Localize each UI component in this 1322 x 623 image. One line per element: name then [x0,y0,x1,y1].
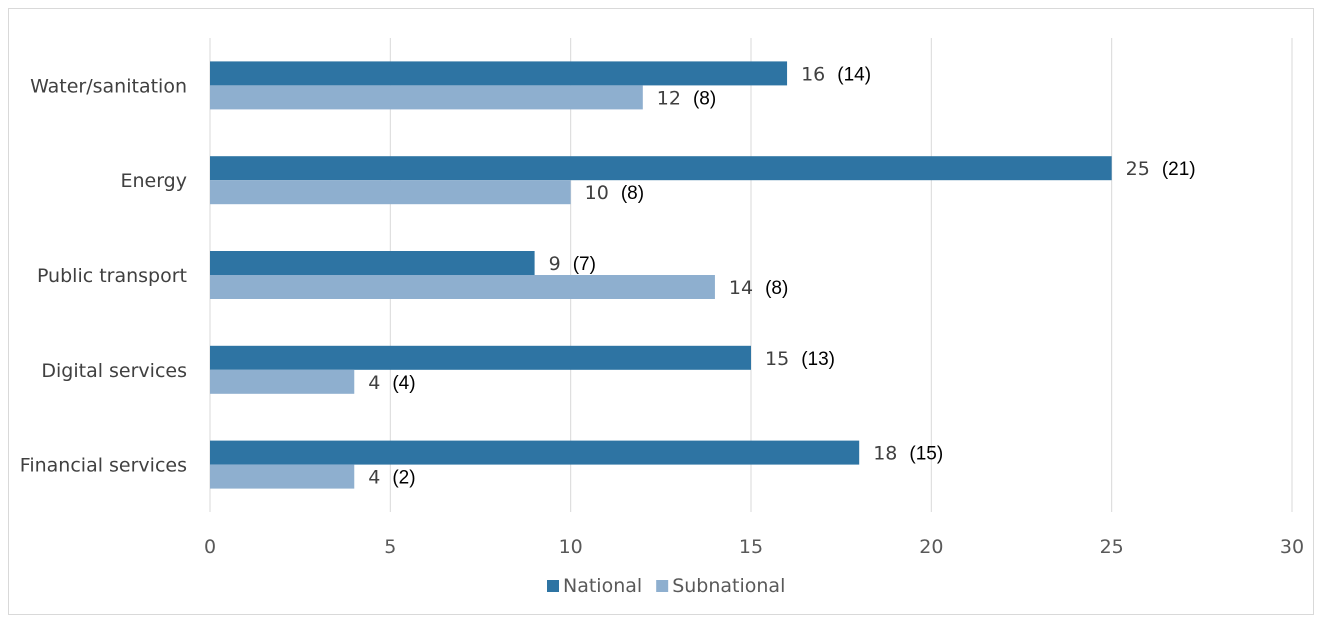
paren-label: (15) [909,444,943,465]
x-tick-label: 5 [384,536,396,558]
category-label: Water/sanitation [30,75,187,97]
legend-swatch-subnational [656,580,669,592]
category-label: Energy [120,170,187,192]
paren-label: (2) [392,468,415,489]
bar-subnational [210,464,355,489]
value-label: 4 [368,372,380,394]
paren-label: (14) [837,64,871,85]
paren-label: (8) [693,88,716,109]
x-tick-label: 0 [204,536,216,558]
legend-label: Subnational [672,575,785,597]
x-tick-label: 10 [559,536,583,558]
x-tick-label: 15 [739,536,763,558]
gridlines [209,38,1293,512]
bar-subnational [210,275,715,299]
category-label: Financial services [20,455,187,477]
paren-label: (4) [392,373,415,394]
paren-label: (13) [801,349,835,370]
category-labels: Water/sanitation Energy Public transport Di… [20,75,187,476]
bars [210,61,1112,489]
value-label: 16 [801,63,825,85]
paren-label: (7) [573,254,596,275]
data-labels: 16 (14) 12 (8) 25 (21) 10 (8) 9 (7) 14 (8) 15 (13) 4 (4… [368,63,1195,488]
bar-subnational [210,369,355,394]
value-label: 25 [1126,158,1150,180]
legend-label: National [563,575,642,597]
x-tick-labels: 0 5 10 15 20 25 30 [204,536,1304,558]
bar-subnational [210,180,571,205]
bar-national [210,156,1112,181]
paren-label: (8) [765,278,788,299]
bar-national [210,251,535,275]
bar-subnational [210,85,643,110]
paren-label: (8) [621,183,644,204]
bar-national [210,440,860,465]
value-label: 18 [873,443,897,465]
x-tick-label: 25 [1100,536,1124,558]
value-label: 4 [368,467,380,489]
value-label: 14 [729,277,753,299]
value-label: 15 [765,348,789,370]
legend-swatch-national [547,580,559,592]
bar-national [210,345,751,370]
paren-label: (21) [1162,159,1196,180]
x-tick-label: 30 [1280,536,1304,558]
bar-national [210,61,788,86]
value-label: 12 [657,87,681,109]
value-label: 9 [549,253,561,275]
category-label: Public transport [37,265,187,287]
legend: National Subnational [547,575,785,597]
x-tick-label: 20 [919,536,943,558]
category-label: Digital services [41,360,187,382]
value-label: 10 [585,182,609,204]
